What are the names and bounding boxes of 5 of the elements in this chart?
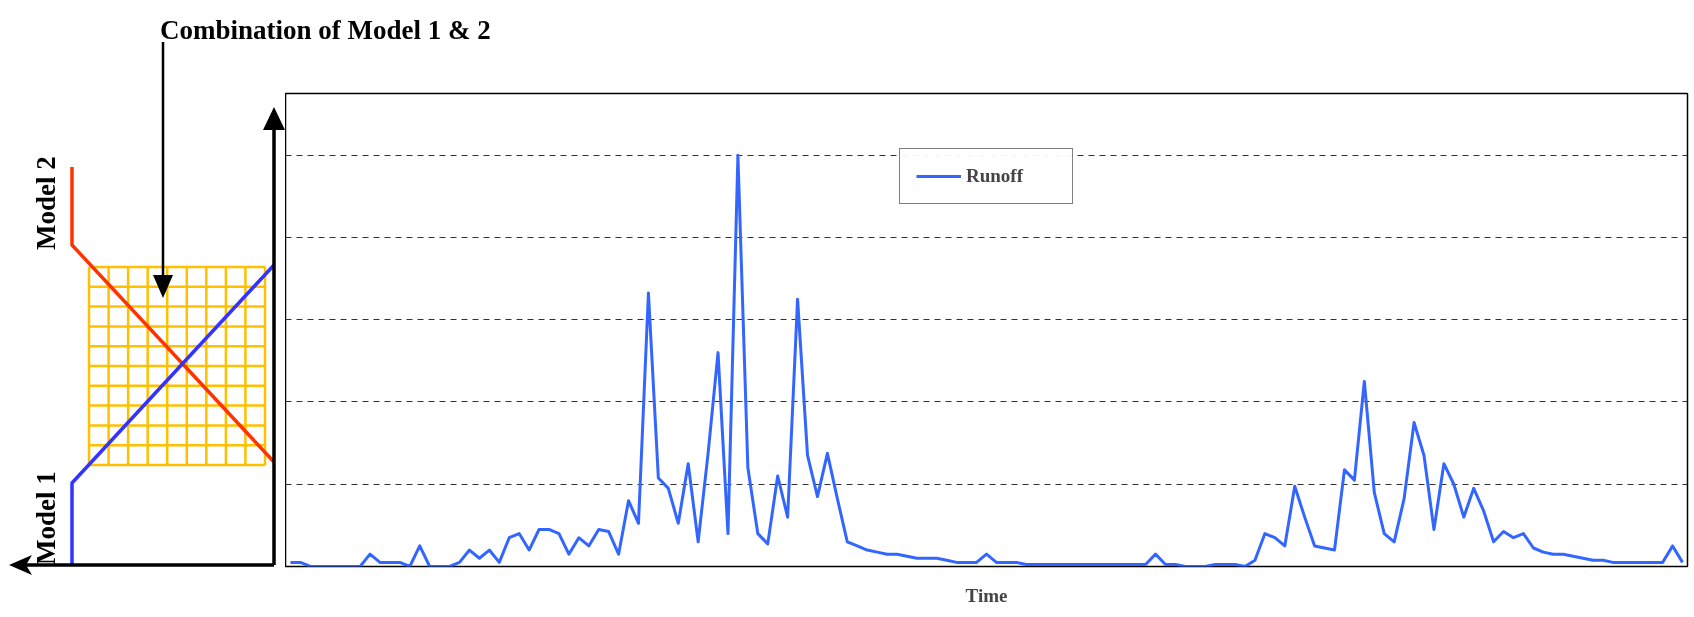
text: Model 2 <box>31 156 62 250</box>
legend-label: Runoff <box>966 165 1025 187</box>
text: Model 1 <box>31 471 62 565</box>
text: Combination of Model 1 & 2 <box>160 15 491 46</box>
x-axis-title: Time <box>965 584 1008 606</box>
